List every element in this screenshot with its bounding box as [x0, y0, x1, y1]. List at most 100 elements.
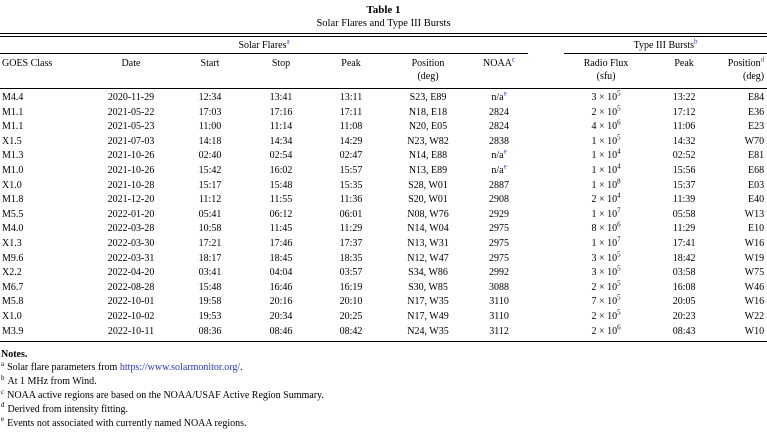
cell-position: S34, W86 — [408, 267, 448, 279]
cell-noaa: 2992 — [489, 267, 510, 279]
cell-burst-position: E36 — [747, 106, 765, 118]
footnote-a-link[interactable]: a — [286, 37, 290, 46]
cell-goes-class: X1.5 — [2, 135, 22, 147]
cell-goes-class: M1.1 — [2, 121, 24, 133]
footnote-e-link[interactable]: e — [503, 89, 507, 98]
note-c-marker: c — [1, 387, 5, 396]
cell-stop: 17:16 — [269, 106, 293, 118]
cell-date: 2022-10-02 — [107, 310, 155, 322]
flux-exponent: 5 — [617, 264, 621, 273]
notes-heading: Notes. — [1, 349, 28, 361]
cell-burst-position: W19 — [744, 252, 765, 264]
cell-burst-peak: 16:08 — [672, 281, 696, 293]
flux-exponent: 5 — [617, 89, 621, 98]
cell-noaa: 2929 — [489, 208, 510, 220]
cell-start: 03:41 — [198, 267, 222, 279]
footnote-d-link[interactable]: d — [760, 55, 765, 64]
col-header-peak: Peak — [316, 53, 386, 89]
footnote-b-link[interactable]: b — [694, 37, 698, 46]
group-header-solar-flares: Solar Flaresa — [0, 37, 529, 54]
table-row: M1.1 2021-05-23 11:00 11:14 11:08 N20, E05 282… — [0, 119, 767, 135]
cell-noaa: n/ae — [491, 162, 507, 176]
cell-start: 02:40 — [198, 150, 222, 162]
table-body: M4.4 2020-11-29 12:34 13:41 13:11 S23, E89 n/a… — [0, 89, 767, 342]
spacer-cell — [528, 179, 564, 194]
col-header-position: Position (deg) — [386, 53, 470, 89]
table-row: M4.0 2022-03-28 10:58 11:45 11:29 N14, W04 297… — [0, 222, 767, 237]
cell-date: 2022-03-31 — [107, 252, 155, 264]
table-row: M5.5 2022-01-20 05:41 06:12 06:01 N08, W76 292… — [0, 207, 767, 223]
cell-stop: 14:34 — [269, 135, 293, 147]
cell-burst-position: E10 — [747, 223, 765, 235]
cell-burst-position: E68 — [747, 164, 765, 176]
flux-exponent: 5 — [617, 133, 621, 142]
cell-burst-peak: 05:58 — [672, 208, 696, 220]
cell-peak: 17:11 — [339, 106, 363, 118]
cell-position: N08, W76 — [407, 208, 449, 220]
cell-radio-flux: 3 × 105 — [591, 250, 621, 264]
spacer-cell — [528, 281, 564, 296]
cell-noaa: 2824 — [489, 106, 510, 118]
cell-noaa: n/ae — [491, 148, 507, 162]
cell-radio-flux: 1 × 104 — [591, 162, 621, 176]
cell-stop: 20:16 — [269, 296, 293, 308]
cell-start: 12:34 — [198, 92, 222, 103]
cell-stop: 11:14 — [269, 121, 293, 133]
cell-burst-position: W16 — [744, 237, 765, 249]
cell-stop: 16:46 — [269, 281, 293, 293]
cell-burst-peak: 02:52 — [672, 150, 696, 162]
cell-burst-peak: 14:32 — [672, 135, 696, 147]
cell-date: 2021-05-23 — [107, 121, 155, 133]
flux-exponent: 5 — [617, 279, 621, 288]
cell-radio-flux: 2 × 104 — [591, 191, 621, 206]
solarmonitor-link[interactable]: https://www.solarmonitor.org/ — [119, 362, 241, 374]
cell-goes-class: M5.5 — [2, 208, 24, 220]
table-row: M1.8 2021-12-20 11:12 11:55 11:36 S20, W01 290… — [0, 191, 767, 208]
cell-start: 15:17 — [198, 179, 222, 191]
flux-exponent: 5 — [617, 250, 621, 259]
cell-date: 2021-10-28 — [107, 179, 155, 191]
col-header-burst-peak: Peak — [648, 53, 721, 89]
cell-position: S23, E89 — [409, 92, 447, 103]
cell-stop: 17:46 — [269, 237, 293, 249]
table-row: X1.0 2022-10-02 19:53 20:34 20:25 N17, W49 311… — [0, 308, 767, 325]
group-header-row: Solar Flaresa Type III Burstsb — [0, 37, 767, 54]
cell-date: 2021-07-03 — [107, 135, 155, 147]
cell-start: 18:17 — [198, 252, 222, 264]
col-header-date: Date — [88, 53, 174, 89]
cell-burst-peak: 20:05 — [672, 296, 696, 308]
cell-goes-class: M4.0 — [2, 223, 24, 235]
cell-burst-peak: 17:12 — [672, 106, 696, 118]
cell-date: 2022-04-20 — [107, 267, 155, 279]
footnote-c-link[interactable]: c — [511, 55, 516, 64]
spacer-cell — [528, 266, 564, 281]
cell-noaa: 2975 — [489, 223, 510, 235]
spacer-cell — [528, 325, 564, 342]
footnote-e-link[interactable]: e — [503, 162, 507, 171]
group-spacer — [528, 37, 564, 54]
flux-exponent: 5 — [617, 104, 621, 113]
cell-goes-class: M3.9 — [2, 325, 24, 337]
spacer-cell — [528, 106, 564, 121]
flux-exponent: 5 — [617, 293, 621, 302]
cell-burst-peak: 20:23 — [672, 310, 696, 322]
note-d: d Derived from intensity fitting. — [1, 401, 129, 415]
cell-start: 15:48 — [198, 281, 222, 293]
footnote-e-link[interactable]: e — [503, 148, 507, 157]
cell-noaa: 3112 — [489, 325, 509, 337]
cell-noaa: 2908 — [489, 194, 510, 206]
spacer-cell — [528, 295, 564, 310]
cell-noaa: 2975 — [489, 237, 510, 249]
cell-start: 17:03 — [198, 106, 222, 118]
table-subtitle: Solar Flares and Type III Bursts — [316, 18, 451, 29]
cell-noaa: 3110 — [489, 296, 509, 308]
flux-exponent: 5 — [617, 308, 621, 317]
cell-radio-flux: 1 × 104 — [591, 148, 621, 162]
cell-start: 08:36 — [198, 325, 222, 337]
cell-burst-peak: 03:58 — [672, 267, 696, 279]
flux-exponent: 4 — [617, 148, 621, 157]
cell-date: 2021-10-26 — [107, 150, 155, 162]
column-header-row: GOES Class Date Start Stop Peak Position… — [0, 53, 767, 89]
cell-position: N12, W47 — [407, 252, 449, 264]
cell-radio-flux: 2 × 105 — [591, 279, 621, 293]
